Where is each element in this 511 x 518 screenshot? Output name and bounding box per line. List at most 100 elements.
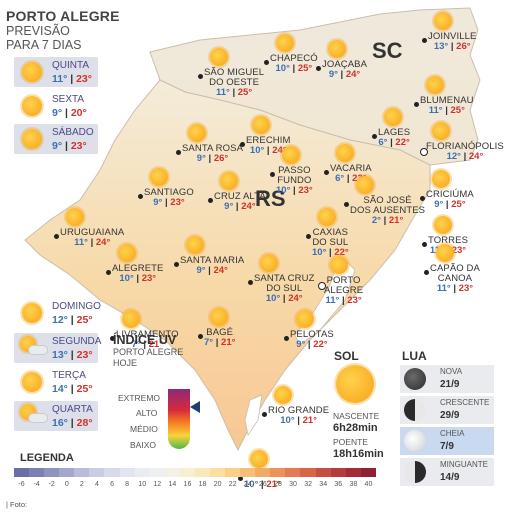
moon-phase-name: NOVA [440, 367, 463, 376]
sun-icon [330, 256, 348, 274]
legend-swatch [29, 468, 45, 477]
city-marker [306, 234, 311, 239]
city-label: ALEGRETE 10° | 23° [112, 264, 163, 284]
temp-separator: | [326, 247, 335, 258]
city-marker [174, 262, 179, 267]
uv-subtitle: PORTO ALEGRE HOJE [113, 347, 184, 368]
city-marker [284, 336, 289, 341]
legend-swatch [285, 468, 301, 477]
moon-phase-date: 14/9 [440, 472, 460, 483]
city-name: CRUZ ALTA [214, 191, 266, 202]
sun-icon [356, 176, 374, 194]
temp-max: 22° [395, 137, 410, 148]
city-temps: 10° | 21° [268, 416, 329, 426]
cloud-shape [28, 345, 48, 355]
temp-max: 26° [456, 41, 471, 52]
temp-max: 21° [221, 337, 236, 348]
sun-icon [296, 310, 314, 328]
city-temps: 13° | 26° [428, 42, 476, 52]
city-temps: 12° | 24° [426, 152, 504, 162]
lagoa-mirim [244, 394, 263, 437]
city-label: BAGÉ 7° | 21° [204, 328, 235, 348]
sunset-label: POENTE [333, 437, 368, 447]
temp-separator: | [87, 237, 96, 248]
city-temps: 11° | 25° [204, 88, 264, 98]
temp-max: 25° [451, 199, 466, 210]
temp-max: 20° [70, 107, 87, 119]
sun-icon [434, 12, 452, 30]
temp-max: 24° [213, 265, 228, 276]
temperature-color-scale [14, 468, 376, 477]
temp-separator: | [339, 295, 348, 306]
city-marker [318, 282, 326, 290]
uv-level-alto: ALTO [136, 408, 158, 418]
city-temps: 9° | 24° [322, 70, 367, 80]
uv-title: ÍNDICE UV [113, 333, 177, 347]
temp-max: 24° [95, 237, 111, 248]
sun-icon [252, 116, 270, 134]
temp-separator: | [443, 199, 452, 210]
sun-icon [210, 308, 228, 326]
sun-icon [328, 40, 346, 58]
day-forecast: SEGUNDA 13° | 23° [14, 333, 101, 363]
sun-icon [220, 172, 238, 190]
day-forecast: QUINTA 11° | 23° [14, 57, 98, 87]
legend-tick-label: 14 [168, 481, 177, 488]
temp-max: 22° [334, 247, 349, 258]
city-temps: 6° | 22° [378, 138, 410, 148]
sun-icon [384, 108, 402, 126]
temp-max: 22° [313, 339, 328, 350]
city-name: PORTO ALEGRE [324, 275, 364, 296]
temp-max: 23° [141, 273, 157, 284]
moon-new-icon [404, 368, 426, 390]
sun-icon [22, 96, 42, 116]
temp-max: 24° [288, 293, 303, 304]
temp-min: 10° [275, 63, 290, 74]
city-marker [240, 142, 245, 147]
city-name: SANTA ROSA [182, 143, 244, 154]
legend-swatch [134, 468, 150, 477]
subtitle-line-2: PARA 7 DIAS [6, 38, 82, 52]
legend-swatch [360, 468, 376, 477]
city-marker [106, 270, 111, 275]
temp-min: 13° [433, 41, 449, 52]
city-label: PELOTAS 9° | 22° [290, 330, 334, 350]
temp-separator: | [229, 87, 238, 98]
sun-icon [210, 48, 228, 66]
sun-icon [432, 170, 450, 188]
day-temps: 16° | 28° [52, 417, 93, 429]
moon-phase-item: CRESCENTE 29/9 [400, 396, 494, 424]
city-name: ALEGRETE [112, 263, 164, 274]
city-label: CAPÃO DA CANOA 11° | 23° [430, 264, 480, 294]
sun-icon [118, 244, 136, 262]
sun-icon [432, 122, 450, 140]
state-label-sc: SC [372, 38, 403, 63]
temp-max: 23° [170, 197, 185, 208]
city-name: CAPÃO DA CANOA [430, 263, 480, 284]
temp-max: 24° [272, 145, 287, 156]
temp-max: 23° [76, 73, 92, 85]
day-forecast: TERÇA 14° | 25° [14, 367, 98, 397]
temp-max: 23° [76, 349, 93, 361]
day-name: QUARTA [52, 404, 93, 415]
temp-min: 2° [371, 215, 381, 226]
day-temps: 13° | 23° [52, 349, 93, 361]
city-name: BAGÉ [206, 327, 234, 338]
city-label: RIO GRANDE 10° | 21° [268, 406, 329, 426]
city-marker [176, 150, 181, 155]
city-label: FLORIANÓPOLIS 12° | 24° [426, 142, 504, 162]
temp-min: 10° [265, 293, 281, 304]
temp-max: 23° [298, 185, 313, 196]
temp-separator: | [450, 283, 459, 294]
city-name: SÃO MIGUEL DO OESTE [204, 67, 265, 88]
city-temps: 10° | 24° [254, 294, 314, 304]
day-name: SEXTA [52, 94, 85, 105]
temp-max: 21° [302, 415, 317, 426]
moon-waning-icon [404, 461, 426, 483]
legend-swatch [59, 468, 75, 477]
temp-max: 21° [266, 479, 281, 490]
city-label: JOAÇABA 9° | 24° [322, 60, 367, 80]
temp-min: 7° [131, 339, 141, 350]
city-marker [372, 134, 377, 139]
uv-level-baixo: BAIXO [130, 440, 156, 450]
